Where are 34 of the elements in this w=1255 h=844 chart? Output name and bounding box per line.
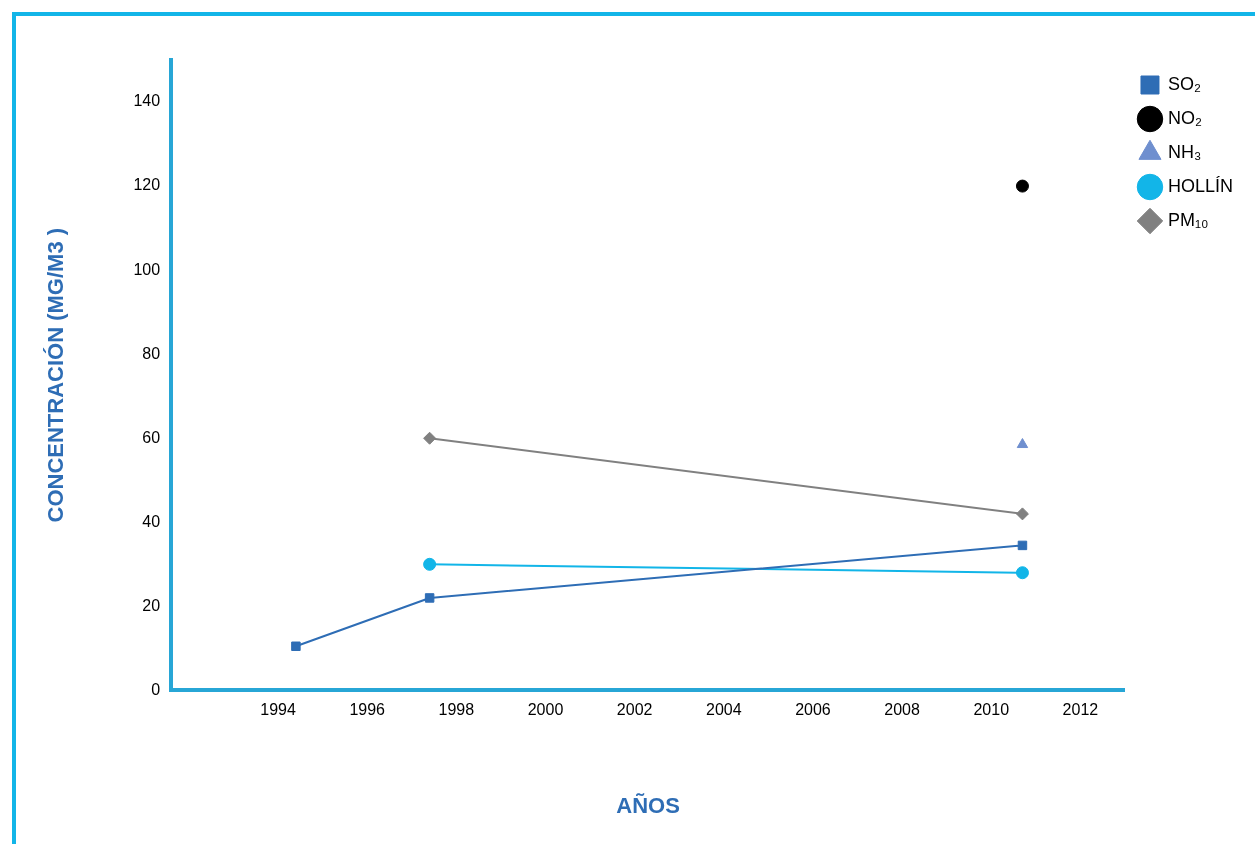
- x-tick-label: 1994: [260, 701, 296, 719]
- point: [1017, 540, 1028, 551]
- y-tick-label: 140: [133, 92, 161, 110]
- point: [423, 431, 437, 445]
- legend-label: SO₂: [1167, 73, 1201, 94]
- y-tick-label: 20: [142, 596, 161, 614]
- y-tick-label: 60: [142, 428, 161, 446]
- x-tick-label: 2012: [1062, 701, 1099, 719]
- point: [424, 593, 435, 603]
- x-tick-label: 2000: [527, 701, 564, 719]
- legend-label: NO₂: [1167, 107, 1202, 128]
- point: [1015, 179, 1029, 193]
- legend-label: PM₁₀: [1167, 209, 1209, 230]
- point: [1015, 566, 1029, 580]
- legend-label: NH₃: [1167, 141, 1202, 162]
- x-tick-label: 1996: [349, 701, 386, 719]
- point: [291, 641, 301, 652]
- point: [1016, 438, 1029, 449]
- x-tick-label: 2010: [973, 701, 1010, 719]
- x-tick-label: 2008: [884, 701, 921, 719]
- x-tick-label: 2004: [706, 701, 742, 719]
- y-tick-label: 40: [142, 512, 161, 530]
- legend-label: HOLLÍN: [1167, 175, 1234, 196]
- y-tick-label: 0: [151, 680, 161, 698]
- x-tick-label: 2006: [795, 701, 831, 719]
- point: [1015, 507, 1029, 521]
- y-tick-label: 100: [133, 260, 161, 278]
- y-axis-title: CONCENTRACIÓN (MG/M3 ): [43, 227, 69, 523]
- y-tick-label: 120: [133, 176, 161, 194]
- x-tick-label: 1998: [438, 701, 475, 719]
- x-tick-label: 2002: [616, 701, 653, 719]
- x-axis-title: AÑOS: [616, 792, 680, 818]
- point: [423, 557, 437, 571]
- y-tick-label: 80: [142, 344, 161, 362]
